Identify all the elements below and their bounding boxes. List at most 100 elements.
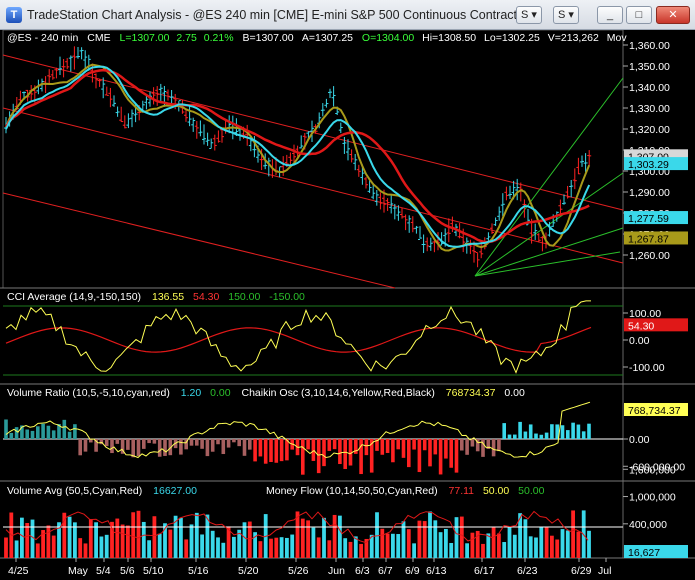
volume-ratio-bar xyxy=(221,439,226,455)
time-axis-label: Jul xyxy=(598,565,611,577)
volume-bar xyxy=(99,536,104,558)
price-badge: 1,277.59 xyxy=(628,213,669,225)
volume-ratio-bar xyxy=(110,439,114,454)
volume-ratio-bar xyxy=(454,439,459,473)
volume-ratio-bar xyxy=(375,439,379,451)
window-link-button[interactable]: S ▾ xyxy=(553,6,579,24)
va-tick-label: 400,000 xyxy=(629,519,667,531)
volume-bar xyxy=(126,525,130,558)
volume-ratio-bar xyxy=(253,439,257,462)
price-tick-label: 1,330.00 xyxy=(629,103,670,115)
volume-bar xyxy=(512,534,517,558)
volume-bar xyxy=(194,512,199,558)
chart-area[interactable]: @ES - 240 min CME L=1307.00 2.75 0.21% B… xyxy=(0,30,695,580)
volume-ratio-bar xyxy=(322,439,326,467)
tradestation-app-icon: T xyxy=(6,7,22,23)
price-tick-label: 1,320.00 xyxy=(629,124,670,136)
volume-ratio-bar xyxy=(534,433,538,439)
volume-ratio-bar xyxy=(539,434,544,439)
volume-bar xyxy=(210,530,215,558)
volume-ratio-bar xyxy=(73,424,77,439)
price-tick-label: 1,340.00 xyxy=(629,82,670,94)
volume-ratio-bar xyxy=(465,439,469,455)
volume-ratio-bar xyxy=(99,439,104,445)
volume-bar xyxy=(104,534,109,558)
volume-bar xyxy=(57,522,61,558)
volume-bar xyxy=(396,534,401,558)
volume-bar xyxy=(258,541,263,558)
volume-ratio-bar xyxy=(576,424,581,439)
volume-ratio-bar xyxy=(327,439,332,451)
volume-bar xyxy=(444,528,448,558)
volume-ratio-bar xyxy=(513,434,517,439)
volume-ratio-bar xyxy=(444,439,448,459)
volume-ratio-bar xyxy=(41,423,45,439)
volume-ratio-bar xyxy=(528,424,533,439)
volume-bar xyxy=(274,537,279,558)
volume-bar xyxy=(369,534,374,558)
volume-ratio-bar xyxy=(131,439,135,458)
volume-ratio-bar xyxy=(94,439,98,452)
symbol-link-button[interactable]: S ▾ xyxy=(516,6,542,24)
volume-ratio-bar xyxy=(30,430,35,439)
va-header: Volume Avg (50,5,Cyan,Red) 16627.00 xyxy=(7,485,197,497)
time-axis-label: 6/9 xyxy=(405,565,420,577)
volume-bar xyxy=(507,526,512,558)
volume-ratio-bar xyxy=(263,439,268,464)
volume-bar xyxy=(359,543,363,558)
volume-bar xyxy=(189,524,194,558)
volume-bar xyxy=(470,532,475,558)
volume-avg-panel[interactable]: Volume Avg (50,5,Cyan,Red) 16627.00 Mone… xyxy=(3,464,688,559)
volume-bar xyxy=(179,517,183,558)
volume-bar xyxy=(417,520,422,558)
volume-bar xyxy=(147,540,151,558)
volume-ratio-bar xyxy=(78,439,82,456)
volume-ratio-bar xyxy=(57,423,61,439)
volume-ratio-bar xyxy=(242,439,247,456)
volume-ratio-bar xyxy=(316,439,321,474)
volume-bar xyxy=(62,512,67,558)
volume-bar xyxy=(316,537,321,558)
volume-ratio-bar xyxy=(147,439,151,444)
volume-bar xyxy=(83,543,88,558)
volume-bar xyxy=(433,520,438,558)
volume-bar xyxy=(200,534,204,558)
maximize-button[interactable]: □ xyxy=(626,6,652,24)
cci-panel[interactable]: CCI Average (14,9,-150,150) 136.55 54.30… xyxy=(3,291,688,376)
volume-ratio-bar xyxy=(555,424,559,439)
volume-ratio-panel[interactable]: Volume Ratio (10,5,-5,10,cyan,red) 1.20 … xyxy=(3,387,688,475)
volume-ratio-bar xyxy=(14,427,19,439)
volume-ratio-bar xyxy=(279,439,284,462)
volume-ratio-bar xyxy=(560,425,565,439)
price-panel[interactable]: @ES - 240 min CME L=1307.00 2.75 0.21% B… xyxy=(2,32,688,289)
volume-ratio-bar xyxy=(20,425,24,439)
volume-bar xyxy=(216,537,220,558)
volume-ratio-bar xyxy=(184,439,188,450)
price-badges: 1,307.001,303.291,277.591,267.87 xyxy=(624,149,688,245)
volume-ratio-bar xyxy=(120,439,125,454)
minimize-button[interactable]: _ xyxy=(597,6,623,24)
volume-bar xyxy=(353,536,358,558)
time-axis-label: 6/3 xyxy=(355,565,370,577)
volume-bar xyxy=(391,533,395,558)
close-button[interactable]: ✕ xyxy=(656,6,690,24)
money-flow-header: Money Flow (10,14,50,50,Cyan,Red) 77.11 … xyxy=(266,485,545,497)
volume-ratio-bar xyxy=(46,425,51,439)
volume-bar xyxy=(338,515,342,558)
volume-bar xyxy=(46,525,51,558)
volume-ratio-bar xyxy=(523,431,528,439)
volume-bar xyxy=(348,541,353,558)
volume-bar xyxy=(247,521,252,558)
volume-bar xyxy=(332,514,337,558)
volume-ratio-bar xyxy=(205,439,210,457)
volume-ratio-bar xyxy=(380,439,385,455)
volume-bar xyxy=(454,517,459,558)
price-header: @ES - 240 min CME L=1307.00 2.75 0.21% B… xyxy=(7,32,627,44)
va-tick-label: 1,000,000 xyxy=(629,492,676,504)
time-axis-label: 6/17 xyxy=(474,565,495,577)
volume-bar xyxy=(152,516,157,558)
volume-ratio-bar xyxy=(348,439,353,466)
volume-bar xyxy=(401,521,406,558)
volume-bar xyxy=(269,538,273,558)
volume-bar xyxy=(67,516,72,558)
